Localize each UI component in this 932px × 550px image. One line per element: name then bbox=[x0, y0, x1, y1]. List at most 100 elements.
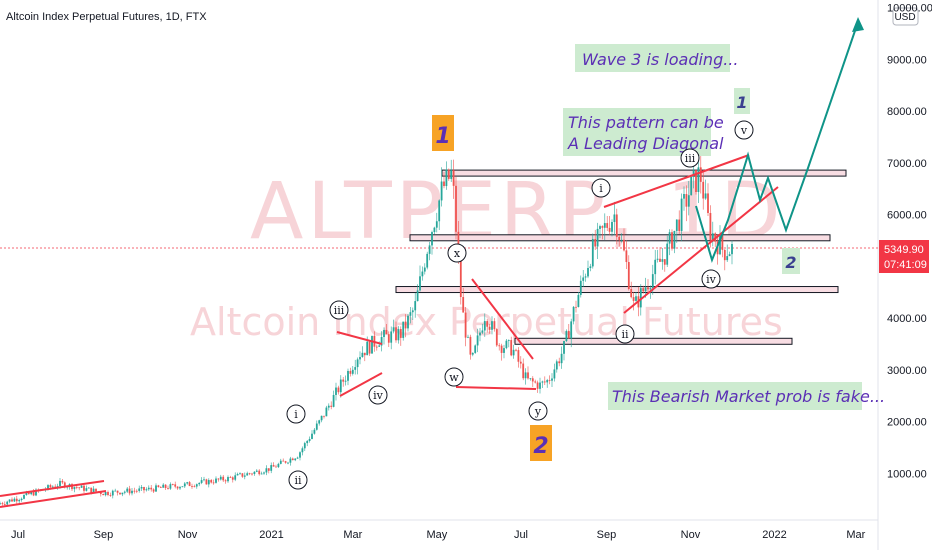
candle-body bbox=[366, 341, 369, 356]
candle-body bbox=[27, 492, 30, 495]
candle-body bbox=[114, 490, 117, 492]
candle-body bbox=[644, 287, 647, 292]
candle-body bbox=[543, 381, 546, 383]
resistance-zone[interactable] bbox=[514, 337, 793, 345]
candle-body bbox=[383, 329, 385, 338]
y-tick-label: 2000.00 bbox=[887, 417, 927, 429]
candle-body bbox=[690, 176, 693, 196]
candle-body bbox=[47, 485, 49, 490]
candle-body bbox=[35, 489, 37, 496]
candle-body bbox=[217, 478, 220, 480]
wave-1-badge bbox=[432, 115, 454, 151]
candle-body bbox=[707, 193, 709, 213]
candle-body bbox=[493, 321, 496, 330]
candle-body bbox=[315, 423, 318, 430]
candle-body bbox=[251, 473, 253, 475]
candle-body bbox=[347, 370, 349, 381]
currency-button[interactable] bbox=[892, 7, 919, 26]
svg-text:i: i bbox=[599, 182, 603, 195]
candle-body bbox=[651, 274, 654, 289]
candle-body bbox=[635, 296, 637, 301]
candle-body bbox=[467, 336, 469, 338]
candle-body bbox=[13, 498, 16, 502]
resistance-zone[interactable] bbox=[395, 286, 839, 294]
trendline-upper-left bbox=[0, 480, 105, 497]
diagonal-lower-line bbox=[623, 186, 779, 314]
svg-text:iii: iii bbox=[685, 152, 696, 165]
candle-body bbox=[6, 501, 9, 505]
diagonal-upper-line bbox=[603, 154, 750, 208]
candle-body bbox=[721, 235, 724, 250]
candle-body bbox=[404, 321, 407, 329]
candle-body bbox=[563, 340, 565, 354]
candle-body bbox=[193, 486, 196, 488]
roman-i-b-label: i bbox=[591, 178, 611, 198]
candle-body bbox=[483, 321, 486, 331]
candle-body bbox=[505, 340, 508, 349]
triangle-lower-line bbox=[339, 372, 383, 397]
candle-body bbox=[498, 345, 501, 347]
proj-wave-1-label: 1 bbox=[736, 93, 747, 112]
candle-body bbox=[75, 486, 78, 488]
candle-body bbox=[397, 329, 400, 341]
candle-body bbox=[546, 380, 549, 383]
candle-body bbox=[224, 480, 227, 482]
candle-body bbox=[253, 471, 256, 474]
candle-body bbox=[164, 484, 167, 488]
y-tick-label: 8000.00 bbox=[887, 106, 927, 118]
candle-body bbox=[342, 379, 345, 382]
candle-body bbox=[270, 465, 273, 471]
y-tick-label: 1000.00 bbox=[887, 468, 927, 480]
wxy-descending-line bbox=[471, 278, 534, 360]
candle-body bbox=[426, 253, 429, 268]
candle-body bbox=[296, 457, 299, 459]
candle-body bbox=[282, 460, 285, 462]
candle-body bbox=[107, 491, 109, 495]
roman-ii-label: ii bbox=[288, 470, 308, 490]
x-axis-ticks: Jul Sep Nov 2021 Mar May Jul Sep Nov 2022 Mar bbox=[11, 529, 866, 541]
currency-label: USD bbox=[894, 12, 915, 23]
candle-body bbox=[510, 340, 513, 356]
x-tick-label: Mar bbox=[846, 529, 865, 541]
candle-body bbox=[200, 480, 203, 483]
candle-body bbox=[464, 312, 467, 338]
candle-body bbox=[263, 472, 265, 474]
candle-body bbox=[476, 335, 479, 346]
candle-body bbox=[15, 498, 18, 502]
candle-body bbox=[551, 378, 553, 381]
candle-body bbox=[303, 443, 306, 449]
candle-body bbox=[380, 337, 383, 346]
candle-body bbox=[414, 301, 417, 311]
roman-x-label: x bbox=[447, 243, 467, 263]
candle-body bbox=[702, 181, 705, 199]
candle-body bbox=[596, 228, 599, 247]
candle-body bbox=[627, 262, 630, 290]
trendlines bbox=[0, 154, 779, 508]
resistance-zone[interactable] bbox=[441, 169, 847, 177]
candle-body bbox=[423, 267, 426, 272]
candle-body bbox=[371, 335, 373, 354]
candle-body bbox=[392, 327, 395, 332]
candle-body bbox=[176, 486, 179, 489]
candle-body bbox=[534, 381, 537, 383]
candle-body bbox=[642, 288, 645, 292]
candle-body bbox=[385, 329, 388, 335]
candle-body bbox=[512, 349, 515, 356]
candle-body bbox=[666, 243, 669, 265]
candle-body bbox=[481, 330, 484, 333]
candle-body bbox=[469, 336, 472, 355]
x-tick-label: May bbox=[427, 529, 448, 541]
x-tick-label: Nov bbox=[178, 529, 198, 541]
candle-body bbox=[210, 480, 213, 483]
candle-body bbox=[147, 487, 150, 490]
candle-body bbox=[555, 361, 558, 370]
candle-body bbox=[584, 276, 587, 278]
x-tick-label: 2022 bbox=[762, 529, 786, 541]
note-bearish: This Bearish Market prob is fake... bbox=[612, 387, 885, 406]
candle-body bbox=[711, 233, 714, 241]
x-tick-label: Sep bbox=[94, 529, 114, 541]
candle-body bbox=[378, 345, 381, 347]
x-tick-label: Jul bbox=[514, 529, 528, 541]
